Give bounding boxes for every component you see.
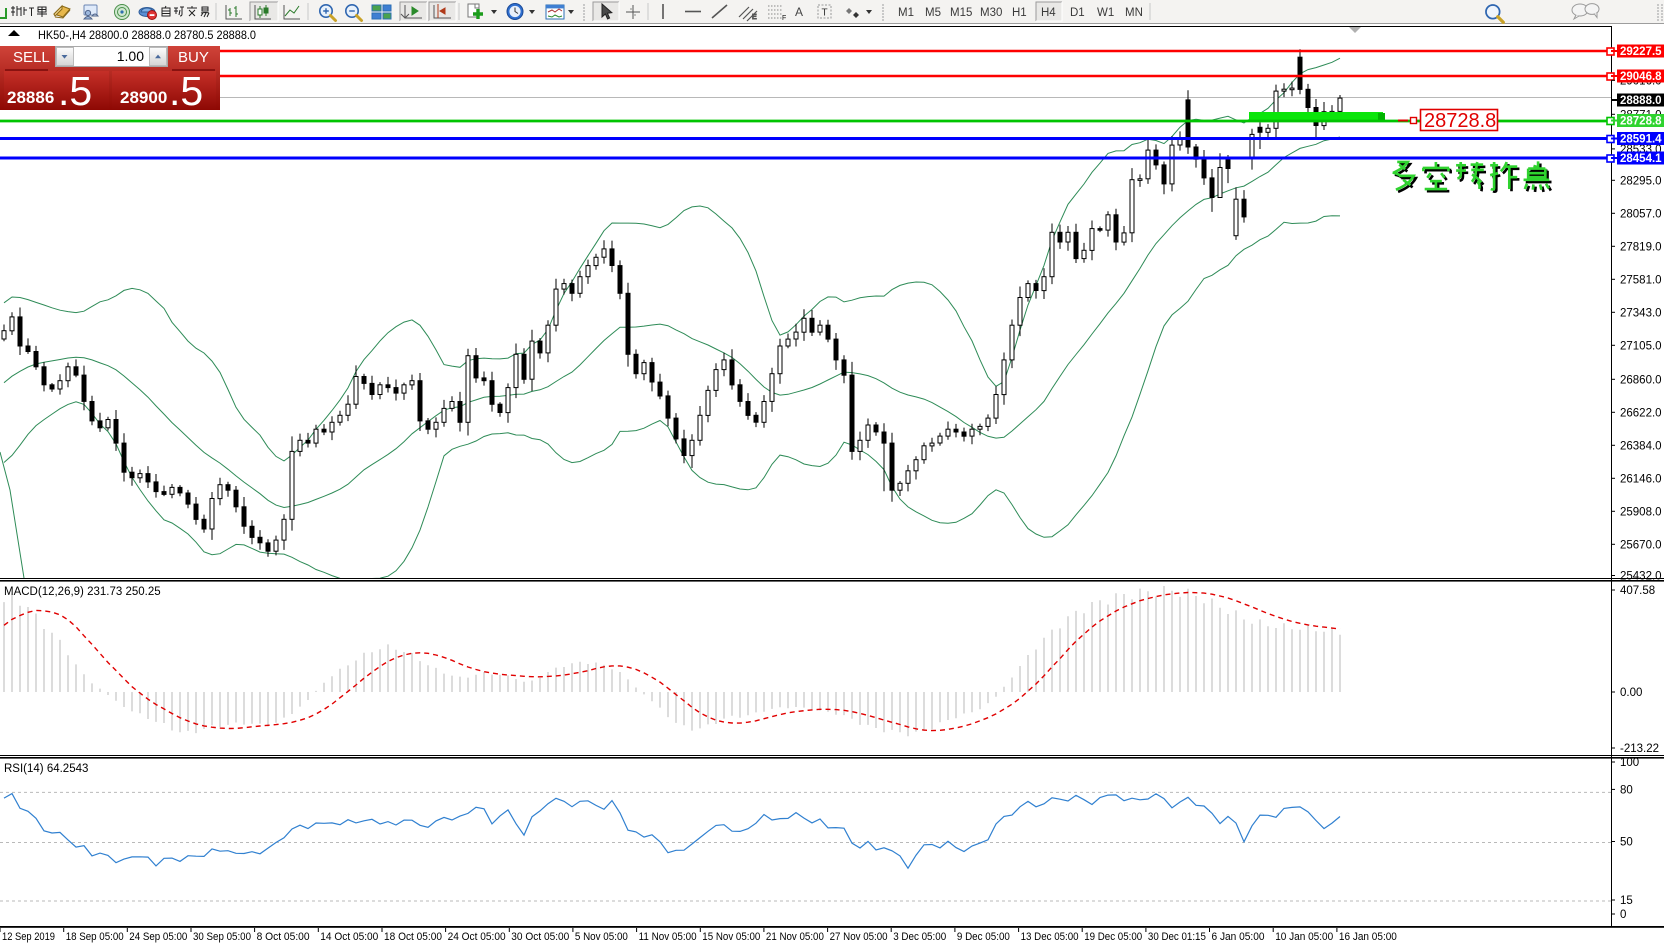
svg-text:26860.0: 26860.0 — [1620, 374, 1662, 386]
svg-text:14 Oct 05:00: 14 Oct 05:00 — [320, 931, 378, 943]
svg-text:BUY: BUY — [178, 49, 209, 66]
svg-text:26622.0: 26622.0 — [1620, 407, 1662, 419]
svg-text:21 Nov 05:00: 21 Nov 05:00 — [766, 931, 824, 943]
svg-text:24 Sep 05:00: 24 Sep 05:00 — [129, 931, 187, 943]
svg-text:25670.0: 25670.0 — [1620, 539, 1662, 551]
svg-text:24 Oct 05:00: 24 Oct 05:00 — [448, 931, 506, 943]
svg-text:M1: M1 — [898, 7, 914, 19]
svg-text:.5: .5 — [169, 68, 203, 114]
svg-text:28454.1: 28454.1 — [1620, 153, 1662, 165]
svg-text:29046.8: 29046.8 — [1620, 71, 1662, 83]
svg-text:F: F — [782, 15, 786, 22]
svg-text:RSI(14) 64.2543: RSI(14) 64.2543 — [4, 763, 88, 775]
svg-text:25432.0: 25432.0 — [1620, 571, 1662, 583]
svg-text:407.58: 407.58 — [1620, 585, 1655, 597]
svg-text:T: T — [822, 8, 828, 19]
svg-text:27 Nov 05:00: 27 Nov 05:00 — [830, 931, 888, 943]
svg-text:HK50-,H4 28800.0 28888.0 2878: HK50-,H4 28800.0 28888.0 28780.5 28888.0 — [38, 28, 256, 42]
svg-text:30 Sep 05:00: 30 Sep 05:00 — [193, 931, 251, 943]
svg-text:M5: M5 — [925, 7, 941, 19]
svg-text:1.00: 1.00 — [117, 48, 144, 64]
svg-text:30 Oct 05:00: 30 Oct 05:00 — [511, 931, 569, 943]
svg-text:27105.0: 27105.0 — [1620, 340, 1662, 352]
svg-text:13 Dec 05:00: 13 Dec 05:00 — [1021, 931, 1079, 943]
svg-text:18 Oct 05:00: 18 Oct 05:00 — [384, 931, 442, 943]
svg-text:28900: 28900 — [120, 88, 167, 107]
svg-text:28886: 28886 — [7, 88, 54, 107]
svg-text:MN: MN — [1125, 7, 1143, 19]
svg-text:27343.0: 27343.0 — [1620, 307, 1662, 319]
svg-text:W1: W1 — [1097, 7, 1114, 19]
svg-text:11 Nov 05:00: 11 Nov 05:00 — [639, 931, 697, 943]
svg-text:19 Dec 05:00: 19 Dec 05:00 — [1084, 931, 1142, 943]
svg-text:28591.4: 28591.4 — [1620, 134, 1662, 146]
svg-text:H4: H4 — [1041, 7, 1056, 19]
svg-text:3 Dec 05:00: 3 Dec 05:00 — [893, 931, 946, 943]
svg-text:9 Dec 05:00: 9 Dec 05:00 — [957, 931, 1010, 943]
svg-text:8 Oct 05:00: 8 Oct 05:00 — [257, 931, 310, 943]
svg-text:28888.0: 28888.0 — [1620, 95, 1662, 107]
svg-text:80: 80 — [1620, 784, 1633, 796]
svg-text:28728.8: 28728.8 — [1620, 116, 1662, 128]
svg-text:MACD(12,26,9) 231.73 250.25: MACD(12,26,9) 231.73 250.25 — [4, 586, 161, 598]
svg-text:6 Jan 05:00: 6 Jan 05:00 — [1212, 931, 1265, 943]
svg-text:18 Sep 05:00: 18 Sep 05:00 — [66, 931, 124, 943]
svg-text:5 Nov 05:00: 5 Nov 05:00 — [575, 931, 628, 943]
svg-text:-213.22: -213.22 — [1620, 743, 1659, 755]
svg-text:29227.5: 29227.5 — [1620, 46, 1662, 58]
svg-text:E: E — [752, 14, 757, 21]
svg-text:25908.0: 25908.0 — [1620, 506, 1662, 518]
svg-text:30 Dec 01:15: 30 Dec 01:15 — [1148, 931, 1206, 943]
svg-text:12 Sep 2019: 12 Sep 2019 — [2, 931, 55, 943]
svg-text:16 Jan 05:00: 16 Jan 05:00 — [1339, 931, 1397, 943]
svg-text:28057.0: 28057.0 — [1620, 208, 1662, 220]
svg-text:50: 50 — [1620, 837, 1633, 849]
svg-text:M30: M30 — [980, 7, 1002, 19]
svg-text:0.00: 0.00 — [1620, 687, 1642, 699]
svg-text:10 Jan 05:00: 10 Jan 05:00 — [1275, 931, 1333, 943]
svg-text:27819.0: 27819.0 — [1620, 241, 1662, 253]
svg-text:M15: M15 — [950, 7, 972, 19]
svg-text:26146.0: 26146.0 — [1620, 473, 1662, 485]
svg-text:27581.0: 27581.0 — [1620, 274, 1662, 286]
svg-text:H1: H1 — [1012, 7, 1027, 19]
svg-text:D1: D1 — [1070, 7, 1085, 19]
svg-text:15 Nov 05:00: 15 Nov 05:00 — [702, 931, 760, 943]
svg-text:15: 15 — [1620, 895, 1633, 907]
svg-text:A: A — [795, 5, 803, 19]
svg-text:0: 0 — [1620, 909, 1626, 921]
svg-text:26384.0: 26384.0 — [1620, 440, 1662, 452]
svg-text:100: 100 — [1620, 757, 1639, 769]
svg-text:SELL: SELL — [13, 49, 50, 66]
svg-text:28728.8: 28728.8 — [1424, 110, 1496, 132]
svg-text:28295.0: 28295.0 — [1620, 175, 1662, 187]
svg-text:.5: .5 — [58, 68, 92, 114]
